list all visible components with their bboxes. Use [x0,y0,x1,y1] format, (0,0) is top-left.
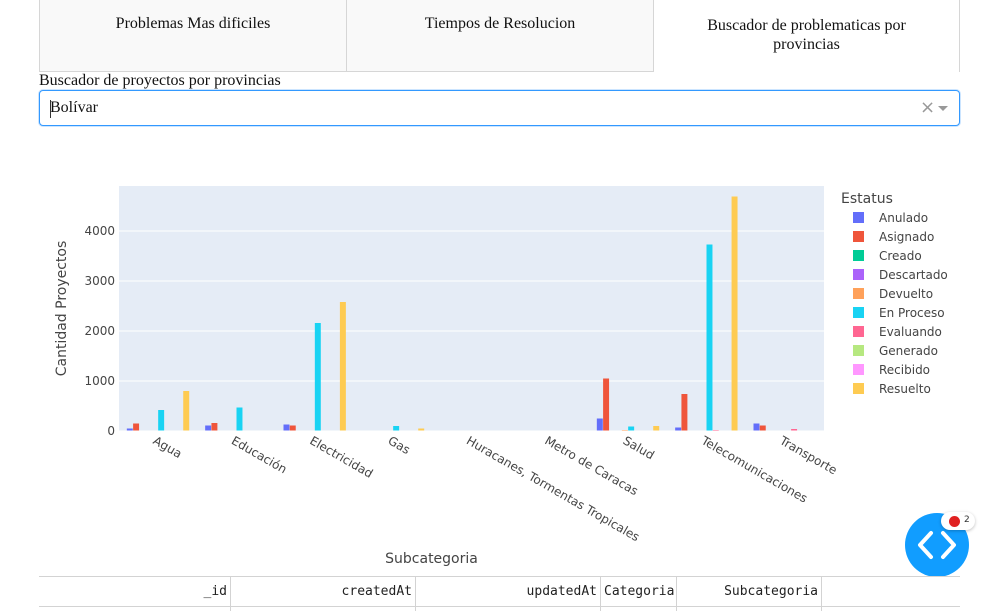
bar [681,394,688,431]
clear-icon[interactable]: × [920,97,936,118]
error-badge[interactable]: 2 [941,512,975,530]
column-header-categoria[interactable]: Categoria [601,577,677,607]
bar [753,423,760,431]
column-header-subcategoria[interactable]: Subcategoria [677,577,822,607]
bar [418,428,425,431]
legend-label: Devuelto [879,287,933,301]
column-header-updatedat[interactable]: updatedAt [416,577,601,607]
bar [603,378,610,431]
plot-background [119,186,824,431]
legend-label: Recibido [879,363,930,377]
table-cell [601,607,677,611]
legend-label: Anulado [879,211,928,225]
bar [158,410,165,431]
legend-label: Resuelto [879,382,931,396]
bar [314,323,321,431]
table-cell [822,607,960,611]
chart-svg: 0 1000 2000 3000 4000 Agua Educación Electricid… [54,186,948,567]
bar [183,391,190,431]
error-count: 2 [964,515,970,525]
data-table: _id createdAt updatedAt Categoria Subcat… [39,576,960,611]
province-dropdown[interactable]: Bolívar × [39,90,960,126]
bar [706,244,713,431]
bar [653,426,660,431]
legend-swatch [853,269,864,280]
bar [731,196,738,431]
bar [205,425,212,431]
x-tick-label: Salud [621,433,657,462]
y-tick-label: 1000 [84,374,115,388]
legend-swatch [853,326,864,337]
bar [236,407,243,431]
legend-swatch [853,250,864,261]
legend-label: Asignado [879,230,934,244]
tab-tiempos-resolucion[interactable]: Tiempos de Resolucion [347,0,654,72]
x-tick-label: Electricidad [307,433,375,480]
y-tick-label: 0 [107,424,115,438]
y-tick-label: 2000 [84,324,115,338]
bar [289,425,296,431]
y-tick-label: 4000 [84,224,115,238]
column-header-createdat[interactable]: createdAt [231,577,416,607]
code-icon [918,531,956,559]
x-tick-label: Transporte [776,433,839,477]
x-tick-label: Gas [386,433,413,457]
x-tick-label: Educación [229,433,289,476]
legend-label: Descartado [879,268,948,282]
table-cell [416,607,601,611]
legend-swatch [853,383,864,394]
legend-label: Generado [879,344,938,358]
table-cell [677,607,822,611]
bar [759,425,766,431]
bar [393,426,400,431]
tab-buscador-provincias[interactable]: Buscador de problematicas por provincias [654,0,960,72]
x-tick-label: Agua [151,433,185,461]
bar [283,424,290,431]
table-row [39,607,960,611]
column-header-id[interactable]: _id [39,577,231,607]
table-cell [39,607,231,611]
legend-swatch [853,231,864,242]
legend-label: Evaluando [879,325,942,339]
y-axis-title: Cantidad Proyectos [54,241,70,377]
dropdown-selected-value: Bolívar [50,99,98,116]
bar [133,423,140,431]
dropdown-label: Buscador de proyectos por provincias [39,72,281,89]
legend-label: En Proceso [879,306,945,320]
tab-problemas-dificiles[interactable]: Problemas Mas dificiles [39,0,347,72]
legend-label: Creado [879,249,922,263]
legend-swatch [853,288,864,299]
legend-swatch [853,364,864,375]
bar [791,429,798,431]
table-cell [231,607,416,611]
bar [628,426,635,431]
bar [211,423,218,431]
text-cursor [50,100,51,118]
bar [596,418,603,431]
bar-chart: 0 1000 2000 3000 4000 Agua Educación Electricid… [39,140,960,570]
legend-swatch [853,212,864,223]
tab-bar: Problemas Mas dificiles Tiempos de Resol… [39,0,960,72]
column-header-extra[interactable] [822,577,960,607]
bar [675,427,682,431]
error-dot-icon [949,516,960,527]
chevron-down-icon[interactable] [938,106,948,111]
bar [126,428,133,431]
table-header-row: _id createdAt updatedAt Categoria Subcat… [39,577,960,607]
bar [339,302,346,431]
tab-buscador-provincias-label: Buscador de problematicas por provincias [707,17,906,53]
legend-swatch [853,307,864,318]
x-axis-title: Subcategoria [385,551,478,567]
legend-swatch [853,345,864,356]
legend-title: Estatus [841,191,893,207]
y-tick-label: 3000 [84,274,115,288]
